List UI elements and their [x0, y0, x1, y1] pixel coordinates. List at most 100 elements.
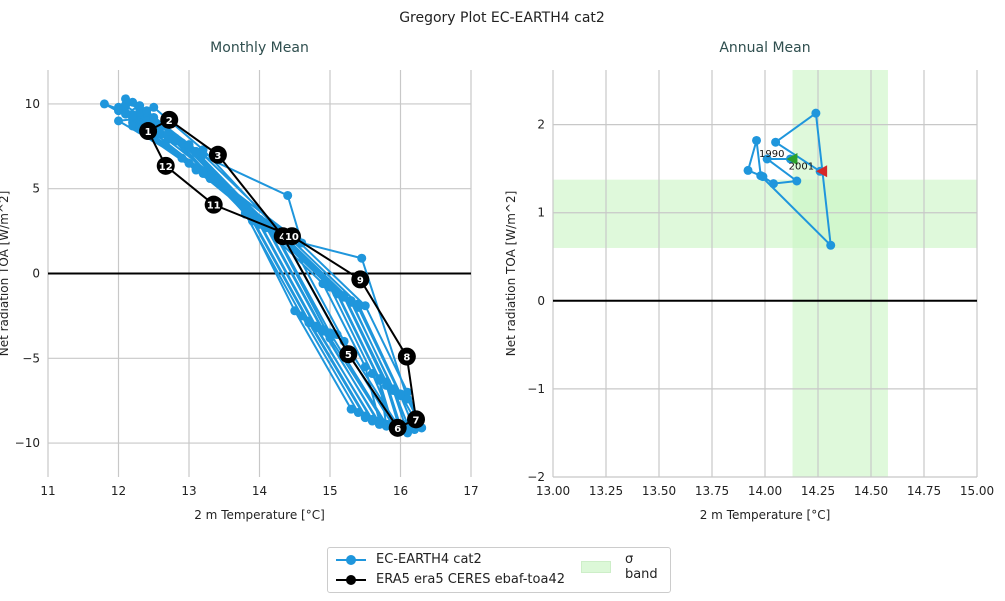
y-tick-label: 2 [537, 118, 545, 132]
month-label: 4 [279, 232, 286, 243]
data-point [297, 311, 307, 321]
x-tick-label: 16 [393, 484, 408, 498]
y-axis-label: Net radiation TOA [W/m^2] [0, 191, 11, 357]
y-tick-label: −10 [15, 436, 40, 450]
x-tick-label: 11 [40, 484, 55, 498]
month-label: 6 [394, 424, 401, 435]
data-point [360, 362, 370, 372]
data-point [142, 106, 152, 116]
y-tick-label: −1 [527, 382, 545, 396]
x-tick-label: 14 [252, 484, 267, 498]
data-point [198, 168, 208, 178]
month-label: 5 [345, 350, 352, 361]
data-point [204, 195, 223, 214]
legend-label-reference: ERA5 era5 CERES ebaf-toa42 [376, 572, 565, 587]
month-label: 8 [403, 353, 410, 364]
data-point [353, 299, 363, 309]
legend-marker-model [336, 554, 366, 566]
legend-marker-reference [336, 574, 366, 586]
legend-label-model: EC-EARTH4 cat2 [376, 552, 482, 567]
x-tick-label: 14.75 [907, 484, 941, 498]
data-point [282, 227, 301, 246]
month-label: 7 [413, 415, 420, 426]
data-point [191, 148, 201, 158]
subplot-title: Annual Mean [719, 40, 810, 56]
data-point [367, 369, 377, 379]
month-label: 12 [159, 162, 173, 173]
data-point [360, 301, 370, 311]
month-label: 1 [145, 127, 152, 138]
data-point [121, 94, 131, 104]
data-point [149, 102, 159, 112]
data-point [381, 377, 391, 387]
data-point [139, 122, 158, 141]
data-point [156, 129, 166, 139]
data-point [346, 404, 356, 414]
data-point [407, 410, 426, 429]
data-point [163, 135, 173, 145]
y-tick-label: 5 [32, 182, 40, 196]
series-line [746, 111, 833, 249]
data-point [357, 253, 367, 263]
sigma-band-x [792, 70, 888, 477]
month-label: 10 [285, 232, 299, 243]
series-line [103, 97, 424, 435]
legend-item-sigma-band: σ band [581, 552, 670, 582]
data-point [240, 207, 250, 217]
data-point [381, 419, 391, 429]
data-point [339, 291, 349, 301]
y-axis-label: Net radiation TOA [W/m^2] [504, 191, 518, 357]
data-point [351, 270, 370, 289]
data-point [304, 318, 314, 328]
data-point [283, 190, 293, 200]
data-point [177, 138, 187, 148]
data-point [768, 179, 778, 189]
data-point [121, 101, 131, 111]
data-point [374, 419, 384, 429]
data-point [339, 345, 358, 364]
data-point [388, 386, 398, 396]
data-point [128, 97, 138, 107]
month-label: 3 [214, 151, 221, 162]
data-point [156, 156, 175, 175]
data-point [128, 111, 138, 121]
x-tick-label: 13.00 [536, 484, 570, 498]
x-tick-label: 15.00 [960, 484, 994, 498]
data-point [184, 158, 194, 168]
data-point [771, 137, 781, 147]
data-point [325, 328, 335, 338]
legend-patch-sigma-band [581, 561, 611, 573]
y-tick-label: −2 [527, 470, 545, 484]
legend-item-reference: ERA5 era5 CERES ebaf-toa42 [336, 572, 565, 587]
x-axis-label: 2 m Temperature [°C] [194, 508, 325, 522]
x-tick-label: 15 [322, 484, 337, 498]
data-point [191, 165, 201, 175]
figure-title: Gregory Plot EC-EARTH4 cat2 [399, 10, 605, 26]
data-point [160, 110, 179, 129]
legend: EC-EARTH4 cat2 ERA5 era5 CERES ebaf-toa4… [327, 547, 671, 593]
data-point [135, 101, 145, 111]
legend-label-sigma-band: σ band [624, 552, 658, 582]
x-tick-label: 12 [111, 484, 126, 498]
data-point [397, 347, 416, 366]
data-point [346, 296, 356, 306]
data-point [367, 414, 377, 424]
annual-mean-axes: 13.00 13.25 13.50 13.75 14.00 14.25 14.50 14.75… [504, 40, 994, 522]
data-point [149, 112, 159, 122]
data-point [403, 394, 413, 404]
data-point [114, 104, 123, 114]
legend-item-model: EC-EARTH4 cat2 [336, 552, 482, 567]
subplot-title: Monthly Mean [210, 40, 309, 56]
data-point [826, 240, 836, 250]
x-tick-label: 13.75 [695, 484, 729, 498]
data-point [332, 287, 342, 297]
data-point [208, 145, 227, 164]
data-point [353, 408, 363, 418]
data-point [396, 389, 405, 399]
x-tick-label: 13.25 [589, 484, 623, 498]
data-point [325, 282, 335, 292]
month-label: 11 [207, 201, 221, 212]
